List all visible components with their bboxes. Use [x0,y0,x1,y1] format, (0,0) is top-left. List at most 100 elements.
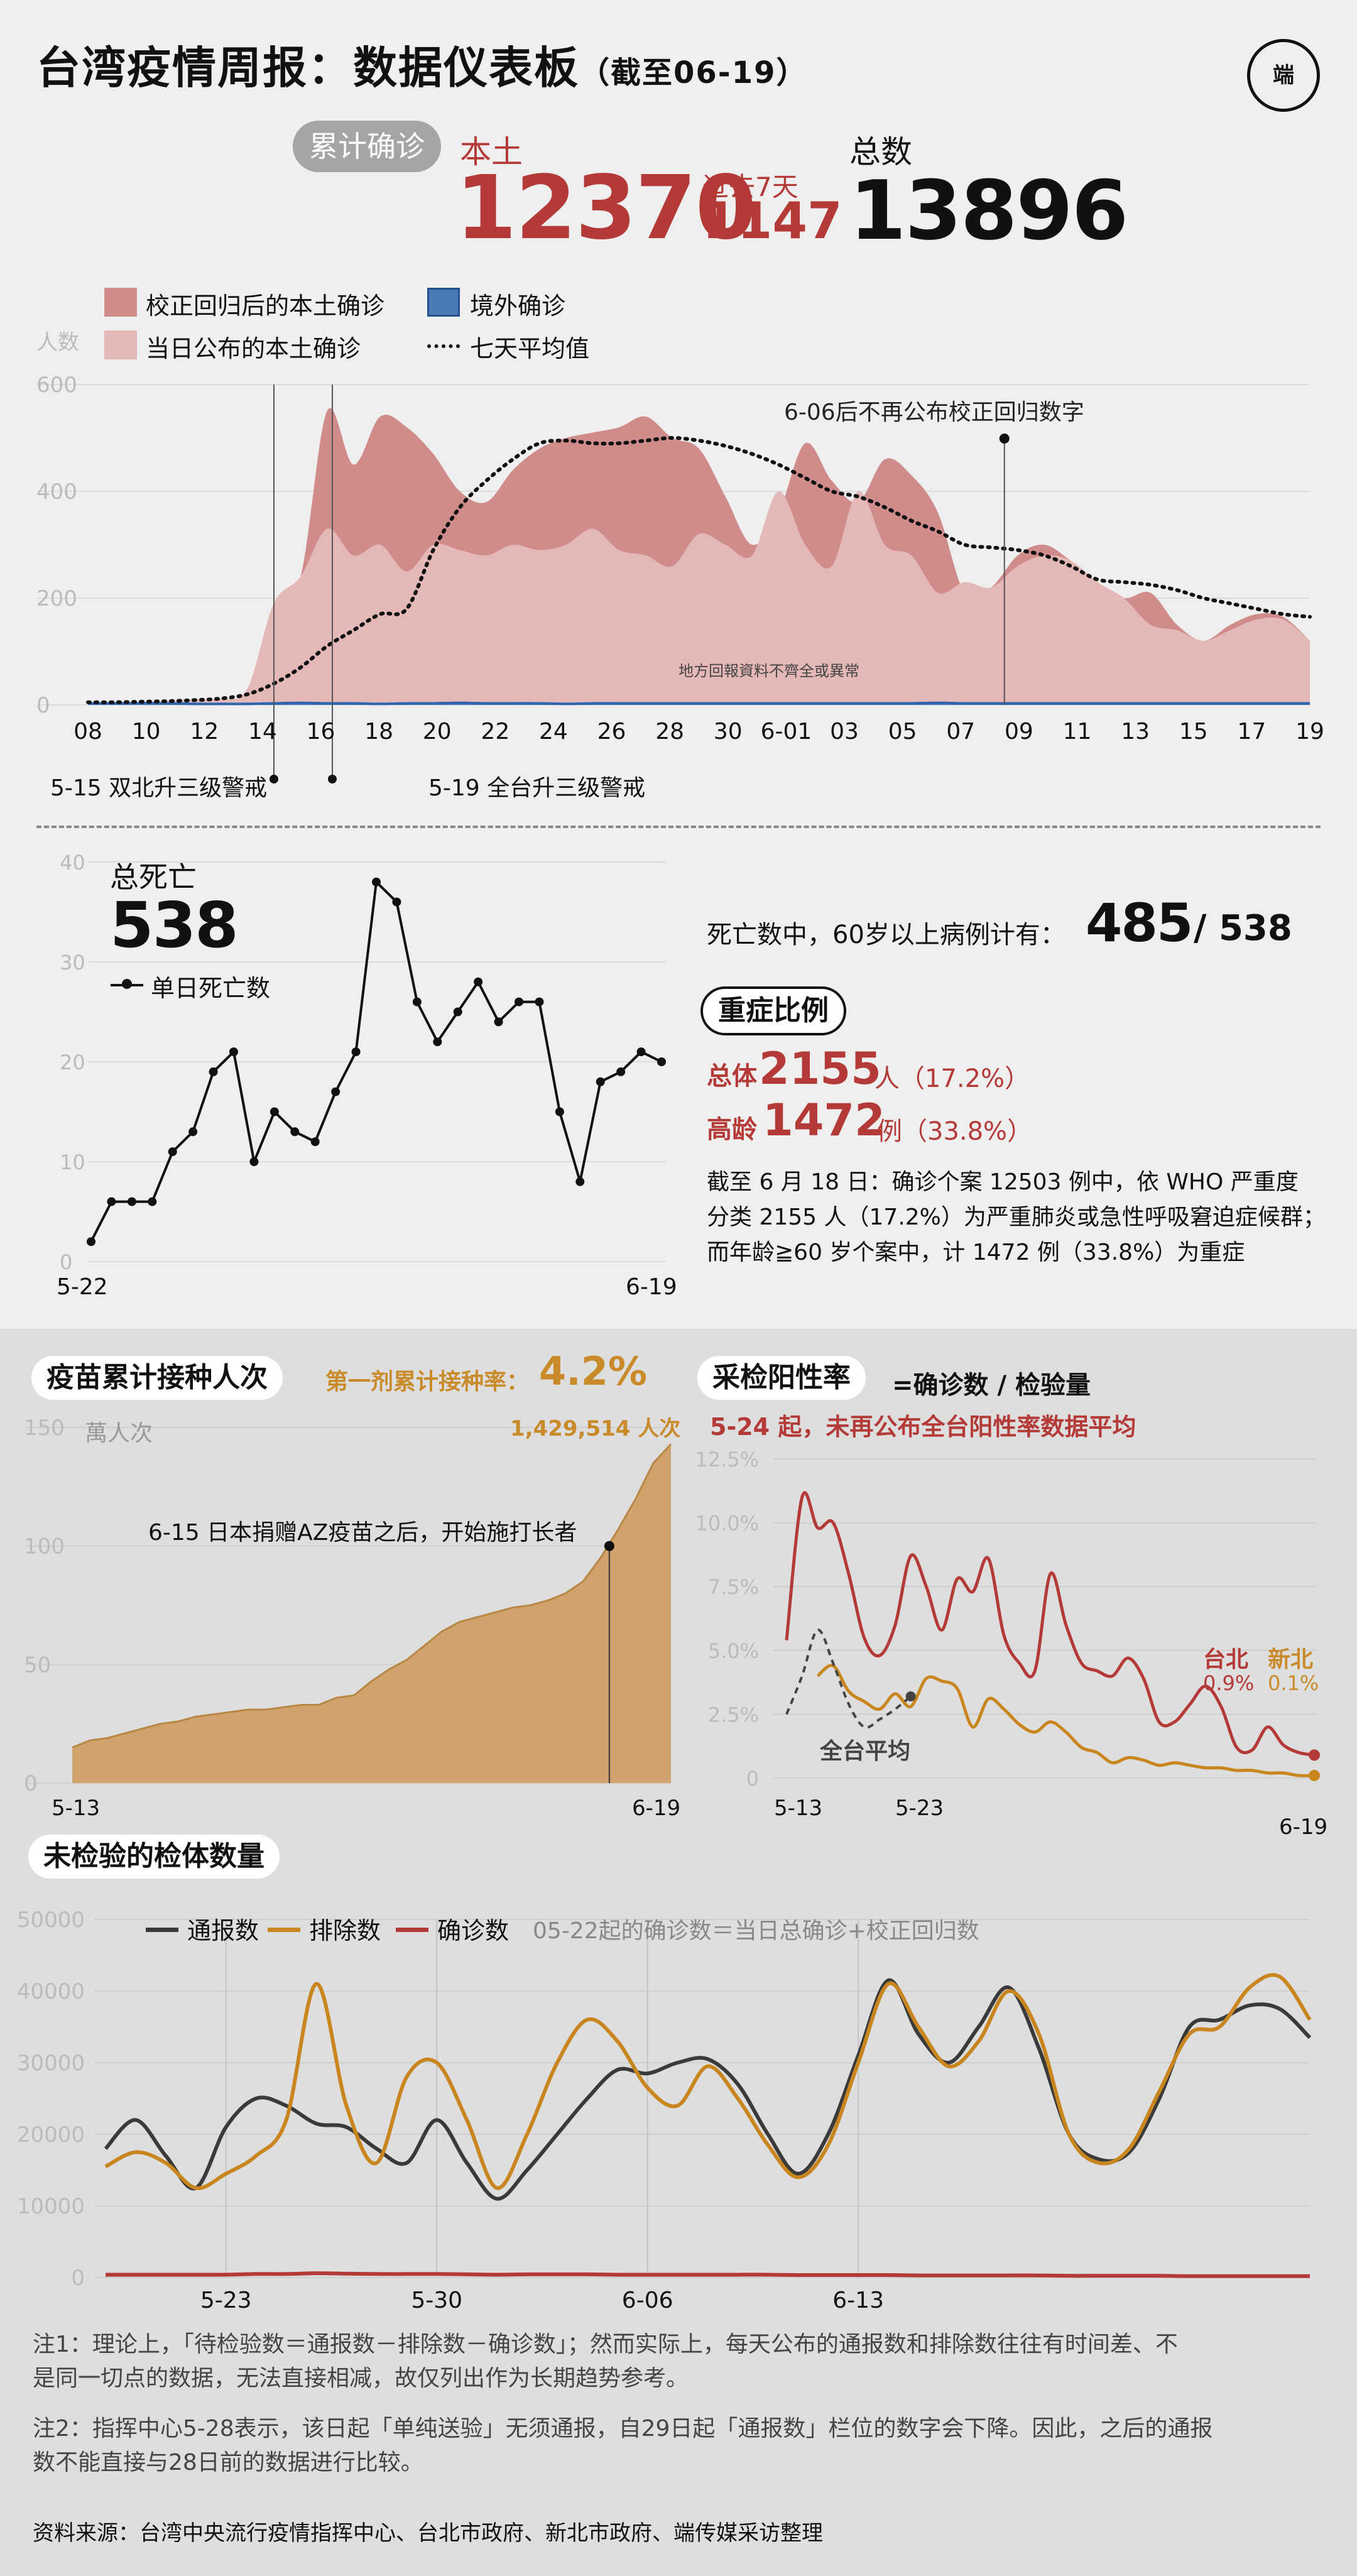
stop-annotation-dot [999,434,1010,444]
positivity-title: 采检阳性率 [697,1356,866,1400]
severe-overall-unit: 人（17.2%） [875,1064,1030,1093]
deaths-x-start: 5-22 [57,1274,108,1300]
untested-y-tick: 0 [71,2266,85,2291]
past7-value: 1147 [702,192,842,250]
age-total: / 538 [1194,908,1292,949]
vaccine-rate-value: 4.2% [539,1348,647,1394]
cases-line-imported [87,701,1310,706]
positivity-line-1 [816,1664,1315,1777]
cases-x-tick: 12 [190,719,219,745]
cumulative-pill: 累计确诊 [293,121,441,172]
deaths-point [575,1177,585,1186]
incomplete-annotation-text: 地方回報資料不齊全或異常 [678,662,859,680]
cases-x-tick: 14 [248,719,277,745]
deaths-point [596,1077,605,1086]
legend-line-reported [146,1928,178,1932]
cases-x-tick: 6-01 [761,719,812,745]
deaths-y-tick: 0 [60,1250,72,1274]
positivity-end-dot-national [905,1691,916,1701]
legend-imported: 境外确诊 [470,292,566,320]
cases-x-tick: 08 [74,719,102,745]
vaccine-chart: 0 50 100 150 [24,1416,672,1796]
deaths-point [270,1107,279,1116]
untested-line-0 [104,1978,1312,2201]
cases-y-unit: 人数 [36,330,79,355]
note1-line2: 是同一切点的数据，无法直接相减，故仅列出作为长期趋势参考。 [33,2366,689,2391]
cases-x-tick: 24 [539,719,568,745]
deaths-point [127,1197,136,1206]
cases-y-tick: 0 [36,693,50,718]
positivity-y-tick: 10.0% [695,1512,759,1536]
cases-x-tick: 28 [655,719,684,745]
legend-swatch-reported [104,330,137,359]
legend-line-avg7 [427,344,460,348]
deaths-total: 538 [110,888,239,962]
cases-x-tick: 16 [307,719,335,745]
deaths-point [474,977,483,986]
untested-line-2 [106,2271,1310,2278]
cases-x-tick: 18 [364,719,393,745]
positivity-end-dot-1 [1309,1769,1320,1781]
deaths-point [392,897,401,907]
untested-x-tick: 6-13 [832,2288,884,2313]
local-value: 12370 [455,157,756,259]
note2-line2: 数不能直接与28日前的数据进行比较。 [33,2450,423,2475]
deaths-point [453,1007,462,1017]
legend-swatch-imported [427,288,460,317]
legend-corrected: 校正回归后的本土确诊 [146,292,385,320]
cases-x-tick: 10 [132,719,161,745]
severe-elder-value: 1472 [763,1094,885,1146]
event-519-label: 5-19 全台升三级警戒 [428,775,646,801]
positivity-formula: =确诊数 / 检验量 [892,1371,1091,1400]
positivity-y-tick: 5.0% [708,1639,759,1663]
cases-x-tick: 20 [423,719,452,745]
cases-x-tick: 26 [597,719,626,745]
newtaipei-value: 0.1% [1268,1671,1319,1695]
legend-line-confirmed [396,1928,428,1932]
severe-note-3: 而年龄≧60 岁个案中，计 1472 例（33.8%）为重症 [707,1240,1245,1265]
vaccine-area [72,1444,671,1783]
untested-x-tick: 5-23 [200,2288,252,2313]
cases-x-tick: 17 [1237,719,1266,745]
event-515-label: 5-15 双北升三级警戒 [50,775,268,801]
vaccine-annotation-dot [604,1541,614,1551]
deaths-legend: 单日死亡数 [151,974,271,1002]
age-value: 485 [1086,892,1193,954]
cases-y-tick: 600 [36,373,77,398]
deaths-legend-dot [122,979,132,989]
legend-avg7: 七天平均值 [470,335,590,363]
untested-x-tick: 6-06 [622,2288,673,2313]
positivity-x1: 5-13 [774,1796,823,1821]
local-label: 本土 [460,134,523,170]
note2-line1: 注2：指挥中心5-28表示，该日起「单纯送验」无须通报，自29日起「通报数」栏位… [33,2416,1213,2442]
vaccine-y-tick: 50 [24,1652,51,1678]
deaths-title: 总死亡 [110,860,197,894]
vaccine-end-value: 1,429,514 人次 [510,1416,681,1441]
untested-y-tick: 50000 [17,1907,85,1933]
vaccine-title: 疫苗累计接种人次 [31,1356,283,1400]
cases-x-tick: 13 [1121,719,1150,745]
vaccine-unit: 萬人次 [85,1421,153,1446]
cases-x-tick: 09 [1005,719,1033,745]
untested-y-tick: 20000 [17,2122,85,2148]
untested-y-tick: 30000 [17,2051,85,2076]
event-519-dot [328,775,337,783]
positivity-y-tick: 2.5% [708,1703,759,1727]
cases-y-tick: 200 [36,586,77,611]
deaths-point [290,1127,300,1137]
positivity-x2: 5-23 [895,1796,944,1821]
legend-line-excluded [268,1928,300,1932]
deaths-point [331,1087,341,1096]
vaccine-y-tick: 150 [24,1416,65,1441]
vaccine-line [72,1443,672,1749]
deaths-point [494,1017,503,1027]
cases-x-tick: 15 [1179,719,1208,745]
positivity-end-dot-0 [1309,1749,1320,1761]
deaths-y-tick: 30 [60,951,85,974]
legend-confirmed-label: 确诊数 [437,1917,510,1945]
cases-x-tick: 05 [888,719,917,745]
deaths-point [351,1047,361,1057]
vaccine-rate-label: 第一剂累计接种率： [325,1369,530,1395]
severe-elder-label: 高龄 [707,1115,757,1144]
